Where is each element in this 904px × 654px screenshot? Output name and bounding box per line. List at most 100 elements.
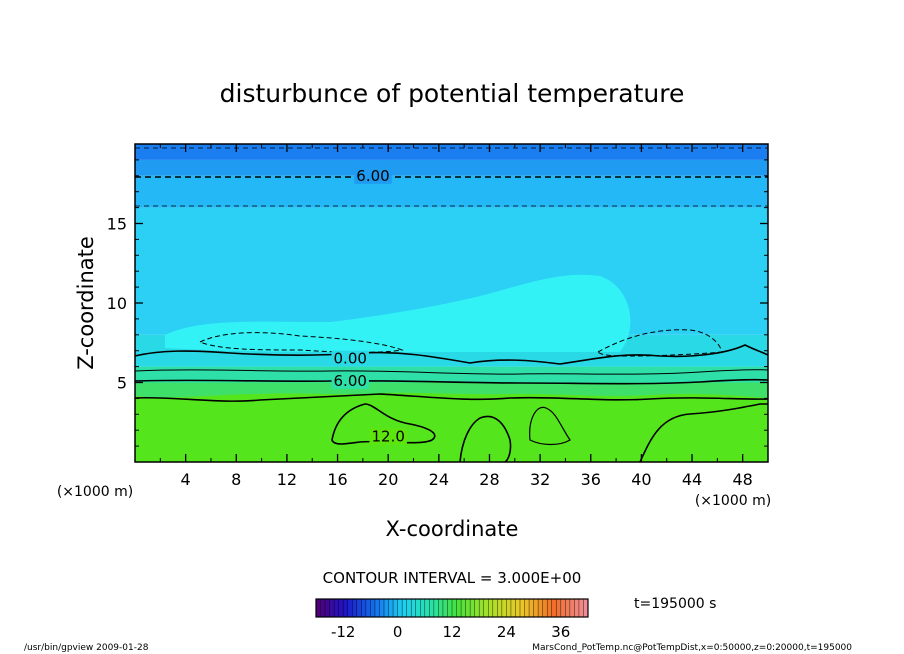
colorbar-cell bbox=[551, 599, 557, 617]
colorbar-cell bbox=[492, 599, 498, 617]
colorbar-cell bbox=[420, 599, 426, 617]
contour-pos-12-b bbox=[459, 415, 512, 462]
colorbar-cell bbox=[474, 599, 480, 617]
x-axis-label: X-coordinate bbox=[386, 517, 519, 541]
colorbar bbox=[315, 598, 589, 618]
colorbar-cell bbox=[424, 599, 430, 617]
plot-area bbox=[135, 144, 768, 462]
contour-neg-blob-right bbox=[597, 329, 723, 357]
x-tick-label-44: 44 bbox=[682, 470, 702, 489]
colorbar-tick-label-12: 12 bbox=[442, 623, 461, 641]
colorbar-cell bbox=[388, 599, 394, 617]
colorbar-cell bbox=[329, 599, 335, 617]
contour-zero bbox=[135, 344, 768, 365]
colorbar-cell bbox=[556, 599, 562, 617]
colorbar-cell bbox=[397, 599, 403, 617]
colorbar-cell bbox=[452, 599, 458, 617]
colorbar-cell bbox=[479, 599, 485, 617]
colorbar-cell bbox=[447, 599, 453, 617]
green-undulation-region bbox=[135, 392, 768, 462]
contour-label-bg-3 bbox=[369, 428, 407, 445]
colorbar-cell bbox=[374, 599, 380, 617]
colorbar-cell bbox=[429, 599, 435, 617]
y-tick-label-10: 10 bbox=[107, 294, 127, 313]
x-tick-label-20: 20 bbox=[378, 470, 398, 489]
contour-pos-12-d bbox=[639, 403, 768, 462]
y-tick-label-15: 15 bbox=[107, 215, 127, 234]
colorbar-cell bbox=[365, 599, 371, 617]
band-6 bbox=[135, 175, 768, 208]
colorbar-cell bbox=[529, 599, 535, 617]
colorbar-cell bbox=[406, 599, 412, 617]
colorbar-cell bbox=[501, 599, 507, 617]
colorbar-cell bbox=[316, 599, 322, 617]
colorbar-cell bbox=[343, 599, 349, 617]
colorbar-cell bbox=[415, 599, 421, 617]
colorbar-cell bbox=[515, 599, 521, 617]
contour-pos-6 bbox=[135, 378, 768, 385]
colorbar-tick-label-36: 36 bbox=[551, 623, 570, 641]
contour-labels: 6.00 0.00 6.00 12.0 bbox=[331, 167, 407, 446]
contour-label-2: 6.00 bbox=[334, 372, 367, 390]
contour-label-0: 6.00 bbox=[356, 167, 389, 185]
colorbar-cell bbox=[470, 599, 476, 617]
colorbar-tick-label--12: -12 bbox=[331, 623, 356, 641]
colorbar-cell bbox=[361, 599, 367, 617]
contour-label-3: 12.0 bbox=[371, 428, 404, 446]
x-tick-label-12: 12 bbox=[277, 470, 297, 489]
colorbar-cell bbox=[574, 599, 580, 617]
colorbar-cell bbox=[325, 599, 331, 617]
contour-label-bg-0 bbox=[354, 167, 392, 184]
colorbar-cell bbox=[465, 599, 471, 617]
colorbar-cell bbox=[442, 599, 448, 617]
footer-right: MarsCond_PotTemp.nc@PotTempDist,x=0:5000… bbox=[532, 643, 852, 653]
contour-pos-3 bbox=[135, 369, 768, 375]
colorbar-cell bbox=[411, 599, 417, 617]
colorbar-tick-label-0: 0 bbox=[393, 623, 403, 641]
colorbar-cell bbox=[379, 599, 385, 617]
colorbar-cell bbox=[510, 599, 516, 617]
band-7 bbox=[135, 159, 768, 176]
colorbar-cell bbox=[488, 599, 494, 617]
x-tick-label-28: 28 bbox=[479, 470, 499, 489]
colorbar-cell bbox=[533, 599, 539, 617]
contour-pos-12-c bbox=[529, 406, 571, 446]
colorbar-cell bbox=[565, 599, 571, 617]
colorbar-cell bbox=[506, 599, 512, 617]
colorbar-cell bbox=[524, 599, 530, 617]
colorbar-cell bbox=[347, 599, 353, 617]
colorbar-cell bbox=[583, 599, 589, 617]
x-tick-label-24: 24 bbox=[429, 470, 449, 489]
contour-label-bg-1 bbox=[331, 350, 369, 367]
colorbar-frame bbox=[315, 598, 589, 618]
x-tick-label-40: 40 bbox=[631, 470, 651, 489]
colorbar-cell bbox=[338, 599, 344, 617]
colorbar-cell bbox=[560, 599, 566, 617]
colorbar-cell bbox=[461, 599, 467, 617]
colorbar-cell bbox=[356, 599, 362, 617]
x-tick-label-32: 32 bbox=[530, 470, 550, 489]
colorbar-cell bbox=[456, 599, 462, 617]
x-unit-left: (×1000 m) bbox=[57, 484, 133, 500]
colorbar-cell bbox=[483, 599, 489, 617]
contour-neg-blob-left bbox=[198, 332, 404, 353]
cold-plume-region bbox=[165, 274, 631, 352]
colorbar-cell bbox=[538, 599, 544, 617]
colorbar-ticks: -12 0 12 24 36 bbox=[331, 623, 570, 641]
x-tick-label-8: 8 bbox=[231, 470, 241, 489]
colorbar-cell bbox=[520, 599, 526, 617]
colorbar-cell bbox=[370, 599, 376, 617]
colorbar-cell bbox=[384, 599, 390, 617]
colorbar-cell bbox=[578, 599, 584, 617]
colorbar-cell bbox=[402, 599, 408, 617]
colorbar-cell bbox=[497, 599, 503, 617]
colorbar-cell bbox=[352, 599, 358, 617]
colorbar-cell bbox=[438, 599, 444, 617]
colorbar-cell bbox=[393, 599, 399, 617]
x-unit-right: (×1000 m) bbox=[695, 493, 771, 509]
contour-lines bbox=[135, 147, 768, 462]
colorbar-cell bbox=[320, 599, 326, 617]
x-tick-label-48: 48 bbox=[733, 470, 753, 489]
